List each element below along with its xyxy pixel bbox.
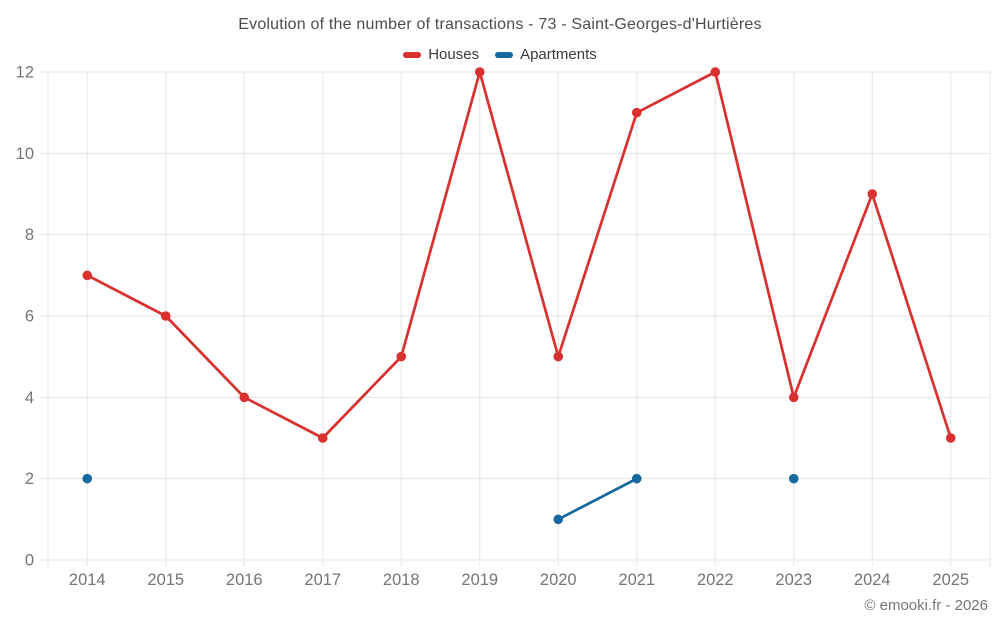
svg-text:2017: 2017	[304, 571, 341, 589]
data-point	[553, 514, 564, 525]
data-point	[553, 351, 564, 362]
chart-title: Evolution of the number of transactions …	[238, 16, 762, 33]
data-point	[867, 189, 878, 199]
data-point	[82, 473, 93, 484]
legend-item-apartments[interactable]: Apartments	[495, 46, 597, 63]
series-houses	[82, 67, 956, 443]
data-point	[710, 67, 721, 77]
svg-text:2014: 2014	[69, 571, 106, 589]
y-axis-labels: 0 2 4 6 8 10 12	[16, 64, 34, 570]
data-point	[788, 392, 799, 403]
footer-credit: © emooki.fr - 2026	[864, 597, 988, 614]
legend-label: Houses	[428, 46, 480, 63]
data-point	[631, 107, 642, 118]
svg-text:2021: 2021	[618, 571, 655, 589]
svg-text:2015: 2015	[147, 571, 184, 589]
data-point	[239, 392, 250, 403]
svg-text:2018: 2018	[383, 571, 420, 589]
svg-text:2: 2	[25, 470, 34, 488]
svg-text:0: 0	[25, 552, 34, 570]
data-point	[396, 351, 407, 362]
x-axis-labels: 2014 2015 2016 2017 2018 2019 2020 2021 2022 2023…	[69, 571, 969, 589]
legend-item-houses[interactable]: Houses	[403, 46, 479, 63]
svg-text:2025: 2025	[932, 571, 969, 589]
svg-text:2020: 2020	[540, 571, 577, 589]
svg-text:2022: 2022	[697, 571, 734, 589]
data-point	[474, 67, 485, 77]
series-apartments	[82, 473, 799, 525]
svg-text:2024: 2024	[854, 571, 891, 589]
legend-marker-houses	[403, 51, 422, 58]
svg-text:2016: 2016	[226, 571, 263, 589]
data-point	[160, 311, 171, 321]
legend: Houses Apartments	[0, 46, 1000, 63]
data-point	[631, 473, 642, 484]
svg-text:12: 12	[16, 64, 34, 82]
svg-text:8: 8	[25, 226, 34, 244]
legend-label: Apartments	[520, 46, 597, 63]
data-point	[788, 473, 799, 484]
svg-text:10: 10	[16, 145, 34, 163]
data-point	[945, 433, 956, 443]
legend-marker-apartments	[495, 51, 514, 58]
data-point	[82, 270, 93, 281]
svg-text:6: 6	[25, 308, 34, 326]
series-line	[85, 70, 953, 440]
svg-text:2023: 2023	[775, 571, 812, 589]
gridlines	[40, 71, 991, 566]
series-line	[556, 477, 639, 521]
data-point	[317, 433, 328, 443]
svg-text:2019: 2019	[461, 571, 498, 589]
svg-text:4: 4	[25, 389, 34, 407]
